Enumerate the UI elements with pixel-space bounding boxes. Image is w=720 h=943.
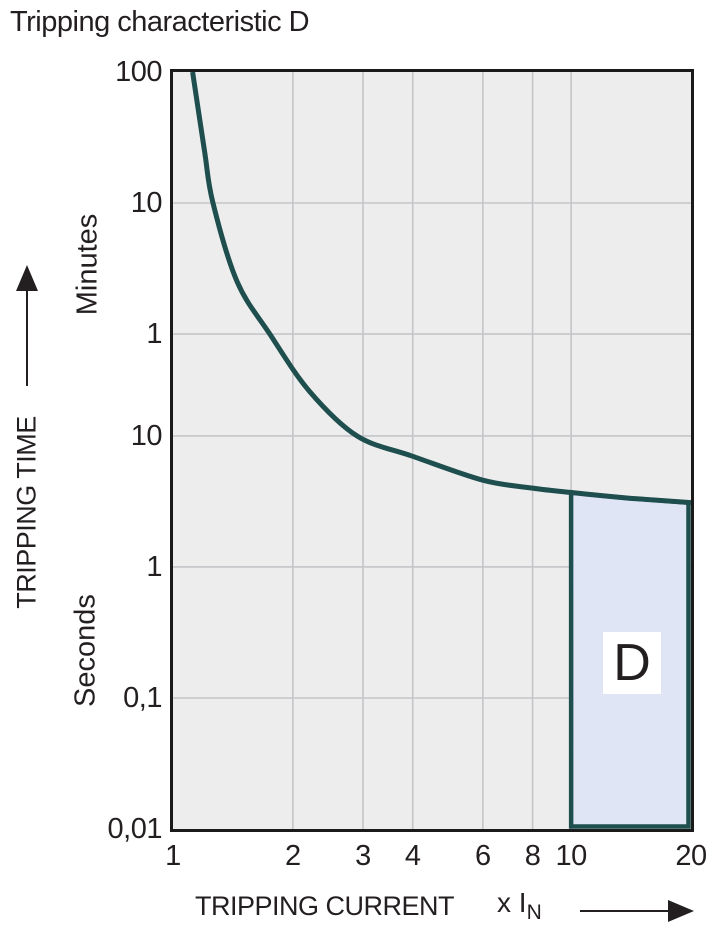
y-tick-label: 10 <box>130 419 163 452</box>
x-tick-label: 6 <box>474 840 491 872</box>
plot-canvas <box>173 72 691 829</box>
x-axis-tick-labels: 1 2 3 4 6 8 10 20 <box>0 841 720 875</box>
x-axis-unit: x I <box>497 887 527 918</box>
y-tick-label: 1 <box>146 550 162 583</box>
y-tick-label: 1 <box>146 318 162 351</box>
x-tick-label: 2 <box>285 840 301 872</box>
y-tick-label: 0,1 <box>123 681 162 714</box>
x-axis-unit-subscript: N <box>526 901 542 924</box>
x-tick-label: 4 <box>404 840 421 872</box>
y-axis-lower-unit-label: Seconds <box>69 594 102 707</box>
x-axis-unit-label: x IN <box>497 887 542 925</box>
x-tick-label: 1 <box>165 840 181 872</box>
y-tick-label: 0,01 <box>107 813 163 845</box>
x-axis-title: TRIPPING CURRENT <box>195 891 455 921</box>
right-arrow-icon <box>580 900 694 922</box>
trip-curve <box>190 72 691 506</box>
x-tick-label: 3 <box>355 840 371 872</box>
y-axis-title: TRIPPING TIME <box>11 416 42 609</box>
region-label: D <box>613 634 651 692</box>
chart-title: Tripping characteristic D <box>10 6 310 38</box>
up-arrow-icon <box>16 265 38 386</box>
y-tick-label: 10 <box>130 187 163 219</box>
x-tick-label: 20 <box>675 840 707 872</box>
x-tick-label: 8 <box>524 840 541 872</box>
region-label-box: D <box>603 632 661 694</box>
y-axis-tick-labels: 100 10 1 10 1 0,1 0,01 <box>0 0 163 943</box>
y-tick-label: 100 <box>115 56 162 88</box>
plot-area: D <box>170 69 694 832</box>
y-axis-upper-unit-label: Minutes <box>71 213 104 316</box>
x-tick-label: 10 <box>555 840 588 872</box>
